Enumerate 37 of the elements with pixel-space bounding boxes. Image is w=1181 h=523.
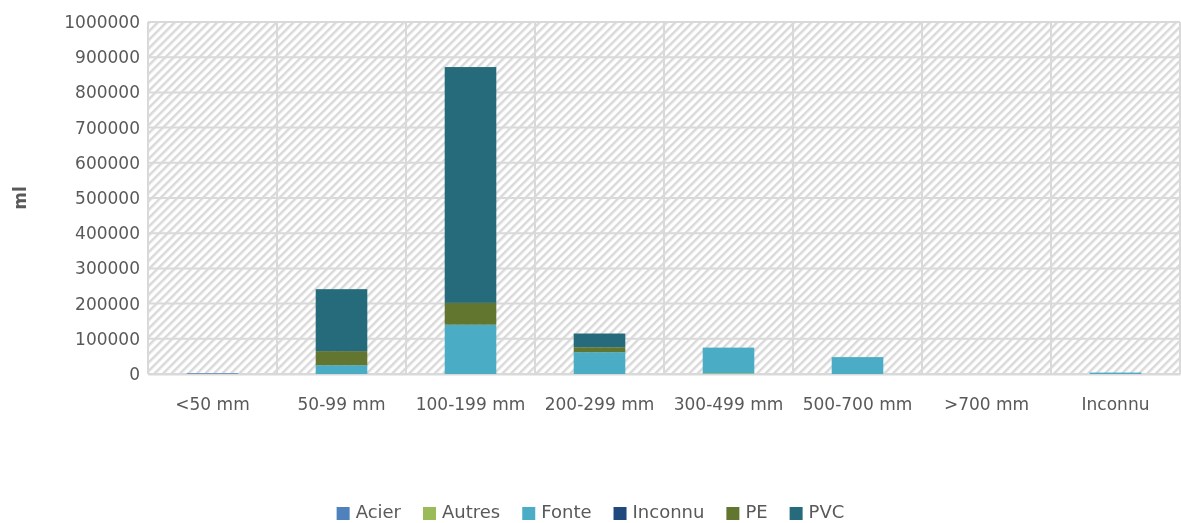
bar [444,67,497,303]
x-tick-label: 500-700 mm [802,394,913,415]
bar [573,352,626,374]
y-tick-label: 800000 [75,82,140,103]
bar [315,365,368,374]
x-tick-label: >700 mm [943,394,1030,415]
x-tick-label: 50-99 mm [297,394,386,415]
legend-label: Fonte [541,501,592,522]
y-tick-label: 900000 [75,47,140,68]
bar [315,351,368,366]
y-tick-label: 300000 [75,258,140,279]
x-tick-label: <50 mm [175,394,250,415]
bar [831,357,884,374]
y-tick-label: 200000 [75,293,140,314]
y-tick-label: 100000 [75,328,140,349]
bar [315,289,368,352]
y-tick-label: 1000000 [64,11,140,32]
bar [573,347,626,353]
x-tick-label: 200-299 mm [544,394,655,415]
y-tick-label: 700000 [75,117,140,138]
legend-label: Autres [442,501,501,522]
y-axis-title: ml [10,186,30,210]
legend-label: Acier [355,501,402,522]
legend-label: PVC [808,501,845,522]
y-tick-label: 400000 [75,223,140,244]
y-tick-label: 600000 [75,152,140,173]
legend-label: Inconnu [632,501,705,522]
x-tick-label: 300-499 mm [673,394,784,415]
bar [444,302,497,325]
y-tick-label: 500000 [75,187,140,208]
x-tick-label: 100-199 mm [415,394,526,415]
bar [573,333,626,348]
bar [444,324,497,374]
y-tick-label: 0 [129,363,140,384]
legend-label: PE [745,501,768,522]
bar [702,347,755,374]
x-tick-label: Inconnu [1081,394,1150,415]
